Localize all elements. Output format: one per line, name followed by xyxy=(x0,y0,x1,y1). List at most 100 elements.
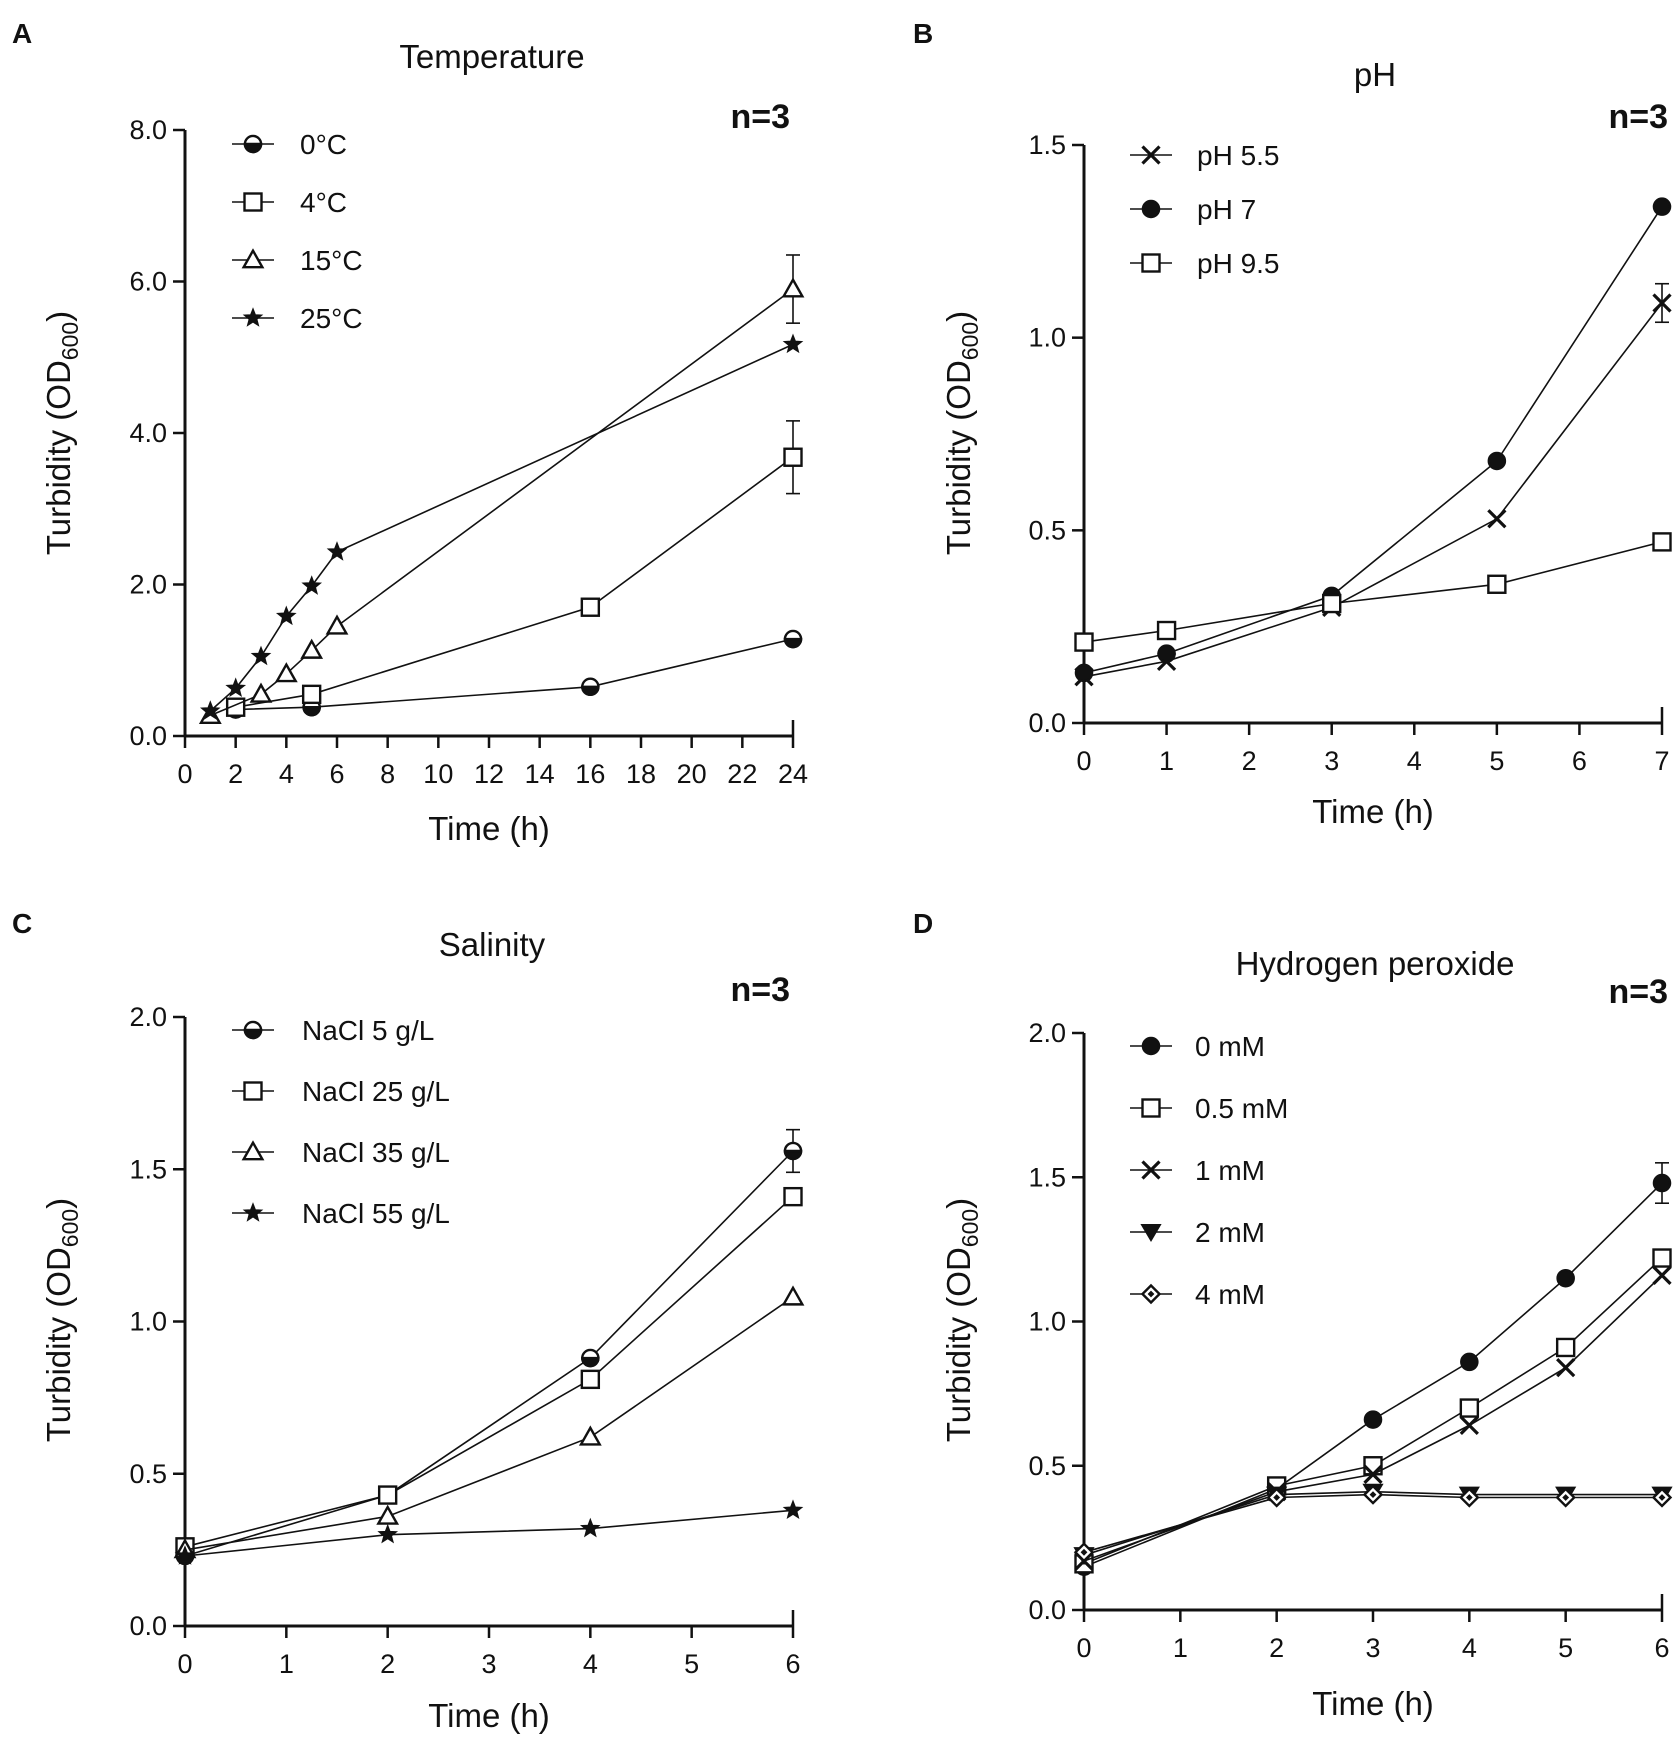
y-axis-label: Turbidity (OD600) xyxy=(940,311,983,555)
data-point xyxy=(1487,509,1507,529)
data-point xyxy=(1487,451,1507,471)
series-4-c xyxy=(225,420,803,717)
legend-marker xyxy=(1141,1098,1161,1118)
series-line xyxy=(1083,1493,1662,1554)
data-point xyxy=(783,1186,803,1207)
legend-marker xyxy=(1141,1036,1161,1056)
legend-label: NaCl 5 g/L xyxy=(302,1015,434,1046)
x-tick-label: 4 xyxy=(583,1649,598,1679)
legend-marker xyxy=(242,1202,264,1222)
x-tick-label: 12 xyxy=(474,759,504,789)
legend-entry: 0 mM xyxy=(1130,1031,1265,1062)
series-nacl-5-g-l xyxy=(175,1128,803,1566)
series-25-c xyxy=(199,333,804,720)
data-point xyxy=(1555,1337,1576,1358)
y-tick-label: 1.5 xyxy=(1028,130,1066,160)
y-axis-label: Turbidity (OD600) xyxy=(940,1198,983,1442)
y-tick-label: 1.5 xyxy=(129,1154,167,1184)
legend-entry: 4°C xyxy=(232,187,347,218)
legend-label: 0.5 mM xyxy=(1195,1093,1288,1124)
x-tick-label: 2 xyxy=(228,759,243,789)
data-point xyxy=(581,1348,600,1368)
data-point xyxy=(1073,1542,1095,1563)
data-point xyxy=(377,1523,399,1544)
legend-marker xyxy=(241,248,265,269)
chart-title: Temperature xyxy=(399,38,584,75)
x-tick-label: 22 xyxy=(727,759,757,789)
series-line xyxy=(184,1509,794,1557)
series-ph-7 xyxy=(1074,197,1672,683)
y-tick-label: 0.0 xyxy=(129,1611,167,1641)
legend-entry: 0.5 mM xyxy=(1130,1093,1288,1124)
data-point xyxy=(1556,1358,1576,1378)
series-line xyxy=(1083,1274,1663,1562)
legend-marker-inner xyxy=(1147,1290,1155,1298)
sample-size-annotation: n=3 xyxy=(730,98,790,136)
legend-marker xyxy=(1141,145,1161,165)
data-point xyxy=(1652,197,1672,216)
data-point xyxy=(301,575,323,595)
series-4-mm xyxy=(1073,1484,1673,1563)
y-tick-label: 0.0 xyxy=(1028,1595,1066,1625)
panel-D: D Hydrogen peroxide n=3 0.0 0.5 1.0 1.5 2.0 0 1 2 3… xyxy=(913,908,1673,1722)
legend-label: 4°C xyxy=(300,187,347,218)
panel-B: BpH n=3 0.0 0.5 1.0 1.5 0 1 2 3 4 5 6 7 Time (h) Turbid… xyxy=(913,18,1672,830)
data-point-fill xyxy=(581,1356,600,1368)
legend-marker xyxy=(243,1081,263,1101)
data-point xyxy=(580,1369,601,1390)
data-point xyxy=(1156,620,1177,641)
data-point xyxy=(1459,1415,1479,1435)
data-point xyxy=(781,1285,805,1306)
data-point xyxy=(300,638,324,659)
x-axis-label: Time (h) xyxy=(428,1697,550,1734)
legend-entry: NaCl 5 g/L xyxy=(232,1015,434,1046)
data-point xyxy=(250,645,272,666)
y-axis-label-close: ) xyxy=(940,311,977,322)
y-tick-label: 0.5 xyxy=(1028,1451,1066,1481)
y-tick-label: 1.0 xyxy=(1028,323,1066,353)
legend-label: NaCl 55 g/L xyxy=(302,1198,450,1229)
legend-label: 0°C xyxy=(300,129,347,160)
data-point xyxy=(783,447,803,467)
data-point-inner xyxy=(1273,1494,1281,1501)
legend-entry: pH 5.5 xyxy=(1130,140,1280,171)
data-point xyxy=(325,614,349,635)
panel-letter: B xyxy=(913,18,933,49)
y-axis-label-close: ) xyxy=(40,1198,77,1209)
y-tick-label: 1.0 xyxy=(1028,1307,1066,1337)
data-point xyxy=(1652,1248,1672,1268)
data-point xyxy=(1322,593,1342,614)
x-tick-label: 0 xyxy=(177,1649,192,1679)
legend-marker xyxy=(1141,253,1161,273)
series-nacl-55-g-l xyxy=(174,1499,804,1565)
legend-marker xyxy=(243,192,263,212)
data-point xyxy=(1487,574,1507,594)
sample-size-annotation: n=3 xyxy=(1608,98,1668,136)
series-ph-9-5 xyxy=(1074,532,1672,652)
x-tick-label: 0 xyxy=(1076,1633,1091,1663)
data-point xyxy=(225,677,247,698)
panel-letter: A xyxy=(12,18,32,49)
series-line xyxy=(184,1296,794,1551)
data-point xyxy=(782,333,804,354)
series-line xyxy=(209,288,794,717)
legend-marker xyxy=(243,1020,263,1040)
y-axis-label-main: Turbidity (OD xyxy=(940,360,977,555)
legend-entry: 1 mM xyxy=(1130,1155,1265,1186)
legend-marker xyxy=(1141,1160,1161,1180)
legend-label: pH 9.5 xyxy=(1197,248,1280,279)
y-tick-label: 8.0 xyxy=(129,115,167,145)
series-0-mm xyxy=(1074,1162,1672,1577)
y-tick-label: 0.0 xyxy=(1028,708,1066,738)
y-tick-label: 2.0 xyxy=(1028,1018,1066,1048)
x-tick-label: 10 xyxy=(423,759,453,789)
legend-marker-fill xyxy=(243,1028,263,1040)
legend-label: 25°C xyxy=(300,303,363,334)
chart-title: Hydrogen peroxide xyxy=(1236,945,1515,982)
legend-entry: NaCl 25 g/L xyxy=(232,1076,450,1107)
x-tick-label: 5 xyxy=(1489,746,1504,776)
data-point-fill xyxy=(581,685,600,696)
x-tick-label: 2 xyxy=(380,1649,395,1679)
series-line xyxy=(1083,1182,1663,1568)
